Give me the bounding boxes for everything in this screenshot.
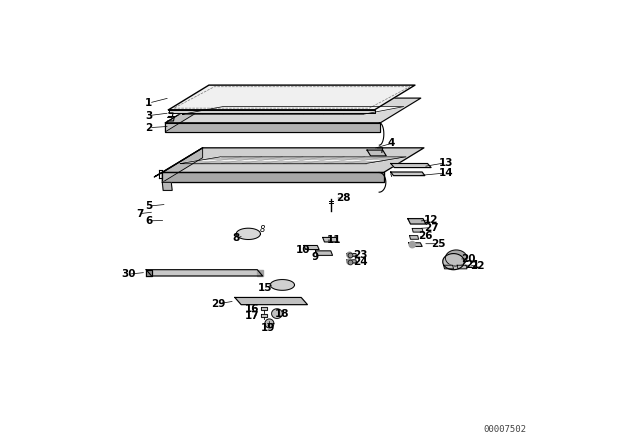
Text: 1: 1: [145, 98, 152, 108]
Text: 12: 12: [424, 215, 438, 224]
Text: 15: 15: [258, 283, 273, 293]
Text: 9: 9: [312, 252, 319, 262]
Polygon shape: [457, 265, 467, 269]
Polygon shape: [409, 243, 422, 246]
Text: 11: 11: [327, 235, 342, 245]
Text: 24: 24: [353, 257, 367, 267]
Polygon shape: [257, 270, 262, 276]
Polygon shape: [445, 250, 467, 266]
Text: 23: 23: [353, 250, 367, 260]
Polygon shape: [163, 172, 383, 182]
Polygon shape: [163, 182, 172, 190]
Polygon shape: [271, 309, 282, 319]
Polygon shape: [168, 85, 415, 110]
Text: 8: 8: [260, 224, 265, 233]
Polygon shape: [410, 236, 419, 239]
Polygon shape: [323, 237, 338, 242]
Polygon shape: [163, 148, 424, 172]
Polygon shape: [182, 107, 404, 114]
Circle shape: [347, 259, 352, 264]
Polygon shape: [391, 164, 431, 168]
Text: 00007502: 00007502: [483, 425, 526, 434]
Text: 14: 14: [439, 168, 454, 178]
Polygon shape: [408, 219, 426, 224]
Text: 7: 7: [136, 209, 143, 219]
Text: 10: 10: [296, 245, 310, 254]
Text: 21: 21: [465, 260, 479, 270]
Polygon shape: [444, 265, 454, 269]
Polygon shape: [180, 157, 406, 164]
Polygon shape: [236, 228, 260, 240]
Polygon shape: [165, 98, 205, 132]
Polygon shape: [163, 148, 203, 182]
Text: 22: 22: [470, 261, 485, 271]
Text: 20: 20: [461, 254, 476, 264]
Polygon shape: [165, 98, 421, 123]
Polygon shape: [265, 319, 274, 328]
Polygon shape: [304, 246, 319, 250]
Text: 25: 25: [431, 239, 446, 249]
Text: 30: 30: [121, 269, 136, 279]
Polygon shape: [391, 172, 425, 176]
Polygon shape: [270, 280, 294, 290]
Polygon shape: [146, 270, 152, 276]
Text: 28: 28: [336, 193, 351, 203]
Text: 4: 4: [388, 138, 396, 148]
Polygon shape: [443, 254, 464, 270]
Polygon shape: [261, 314, 267, 317]
Text: 5: 5: [145, 201, 152, 211]
Text: 29: 29: [211, 299, 225, 309]
Text: 17: 17: [244, 311, 259, 321]
Text: 2: 2: [145, 123, 152, 133]
Polygon shape: [165, 123, 380, 132]
Circle shape: [347, 252, 352, 258]
Polygon shape: [347, 254, 356, 256]
Circle shape: [409, 241, 415, 248]
Text: 16: 16: [244, 304, 259, 314]
Text: 18: 18: [275, 309, 289, 319]
Text: 3: 3: [145, 111, 152, 121]
Polygon shape: [412, 228, 423, 232]
Polygon shape: [347, 260, 356, 263]
Polygon shape: [235, 297, 307, 305]
Polygon shape: [367, 150, 387, 156]
Polygon shape: [316, 251, 333, 255]
Polygon shape: [261, 307, 267, 310]
Polygon shape: [168, 110, 374, 113]
Text: 13: 13: [439, 158, 454, 168]
Text: 8: 8: [232, 233, 239, 243]
Polygon shape: [146, 270, 262, 276]
Text: 6: 6: [145, 216, 152, 226]
Text: 19: 19: [261, 323, 276, 333]
Text: 27: 27: [424, 223, 438, 233]
Text: 26: 26: [419, 231, 433, 241]
